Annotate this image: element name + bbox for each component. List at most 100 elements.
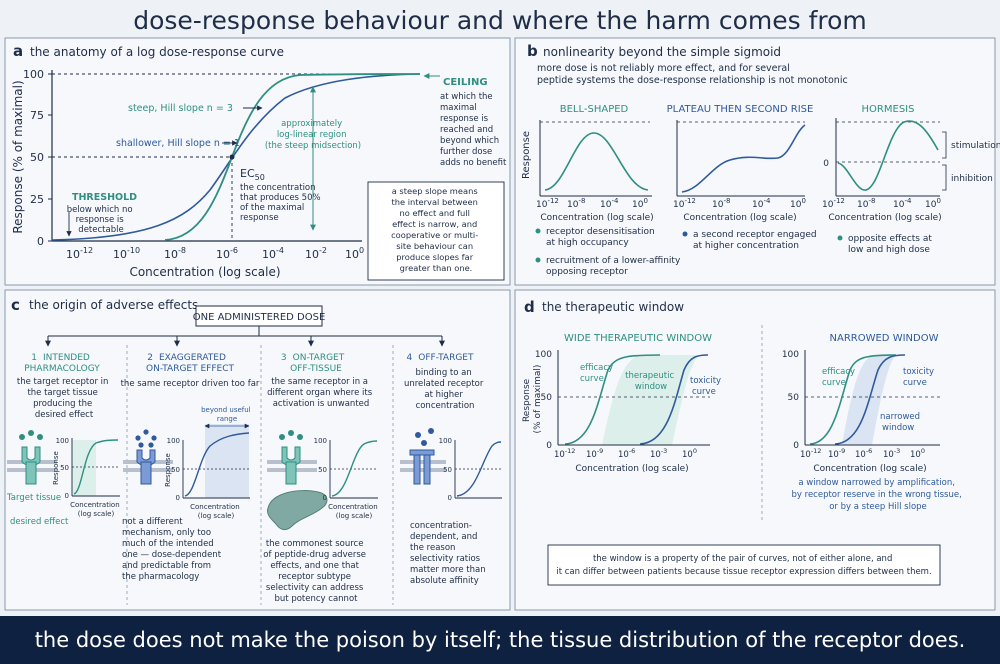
column-1-description: the target receptor in the target tissue… <box>17 377 111 420</box>
wide-window-fill <box>602 355 700 445</box>
y-tick-label: 100 <box>782 350 799 360</box>
x-tick-label: 100 <box>682 447 697 460</box>
slope-note-box <box>367 181 505 281</box>
mini-xlabel: Concentration (log scale) <box>328 503 380 520</box>
mini-chart-1: 100 50 0 Response Concentration (log sca… <box>52 437 120 518</box>
column-2-title: 2 EXAGGERATED ON-TARGET EFFECT <box>146 353 234 374</box>
dose-box-label: ONE ADMINISTERED DOSE <box>193 312 326 323</box>
ceiling-title: CEILING <box>443 77 488 88</box>
ec50-point <box>229 154 235 160</box>
mini-ytick: 0 <box>65 492 69 500</box>
hormesis-bullet-1: opposite effects at low and high dose <box>848 234 935 255</box>
wide-efficacy-curve <box>564 354 661 445</box>
panel-b-ylabel: Response <box>521 131 532 179</box>
y-tick-label: 100 <box>535 350 552 360</box>
panel-d-heading: the therapeutic window <box>542 300 684 314</box>
wide-xlabel: Concentration (log scale) <box>575 464 688 474</box>
x-tick-label: 100 <box>925 197 941 210</box>
mini-ytick: 100 <box>56 437 69 445</box>
panel-c: c the origin of adverse effects ONE ADMI… <box>6 296 502 605</box>
wide-window-title: WIDE THERAPEUTIC WINDOW <box>564 333 712 344</box>
steep-curve <box>164 73 421 241</box>
ec50-description: the concentration that produces 50% of t… <box>240 183 323 223</box>
footer-banner: the dose does not make the poison by its… <box>0 616 1000 664</box>
steep-curve-label: steep, Hill slope n = 3 <box>128 103 233 114</box>
x-tick-label: 10-9 <box>586 447 603 460</box>
plateau-bullet-1: a second receptor engaged at higher conc… <box>693 230 819 251</box>
hormesis-title: HORMESIS <box>862 104 915 115</box>
bell-chart: BELL-SHAPED 10-12 10-8 10-4 100 Concentr… <box>535 104 681 277</box>
narrow-efficacy-curve <box>809 354 897 445</box>
y-tick-label: 50 <box>30 151 44 164</box>
mini-ytick: 0 <box>176 494 180 502</box>
shallow-curve-label: shallower, Hill slope n = 1 <box>116 138 240 149</box>
y-tick-label: 50 <box>788 393 800 403</box>
plateau-chart: PLATEAU THEN SECOND RISE 10-12 10-8 10-4… <box>667 104 819 251</box>
desired-effect-label: desired effect <box>10 517 69 527</box>
mini-chart-2: beyond useful range 100 50 0 Response Co… <box>164 406 251 520</box>
narrow-efficacy-label: efficacy curve <box>822 367 858 388</box>
mini-ytick: 100 <box>314 437 327 445</box>
y-tick-label: 75 <box>30 109 44 122</box>
x-tick-label: 10-8 <box>712 197 730 210</box>
column-2-description: the same receptor driven too far <box>121 379 260 389</box>
mini-ytick: 100 <box>167 437 180 445</box>
page-title: dose-response behaviour and where the ha… <box>133 6 867 35</box>
plateau-title: PLATEAU THEN SECOND RISE <box>667 104 814 115</box>
plateau-xlabel: Concentration (log scale) <box>683 213 796 223</box>
x-tick-label: 10-10 <box>113 246 140 261</box>
column-1-title: 1 INTENDED PHARMACOLOGY <box>24 353 100 374</box>
narrow-window-chart: NARROWED WINDOW 100 50 0 10-12 10-9 10-6… <box>782 333 962 512</box>
column-4-footnote: concentration- dependent, and the reason… <box>410 521 488 586</box>
bell-title: BELL-SHAPED <box>560 104 629 115</box>
x-tick-label: 10-3 <box>883 447 900 460</box>
narrow-toxicity-label: toxicity curve <box>903 367 937 388</box>
mini-ytick: 50 <box>60 464 69 472</box>
panel-c-heading: the origin of adverse effects <box>29 298 198 312</box>
x-tick-label: 10-9 <box>828 447 845 460</box>
ec50-label: EC50 <box>240 167 265 182</box>
wide-toxicity-label: toxicity curve <box>690 376 724 397</box>
region-label: approximately log-linear region (the ste… <box>265 119 361 151</box>
y-tick-label: 100 <box>23 68 44 81</box>
panel-b: b nonlinearity beyond the simple sigmoid… <box>521 42 1000 277</box>
x-tick-label: 10-6 <box>216 246 238 261</box>
mini-ytick: 0 <box>323 494 327 502</box>
window-note-box <box>547 544 941 586</box>
receptor-icon <box>7 430 57 485</box>
x-tick-label: 10-4 <box>262 246 284 261</box>
receptor-icon <box>400 428 446 485</box>
x-tick-label: 10-8 <box>857 197 875 210</box>
wide-toxicity-curve <box>639 354 709 445</box>
mini-ytick: 50 <box>318 466 327 474</box>
narrow-window-label: narrowed window <box>880 412 923 433</box>
receptor-icon <box>267 430 317 485</box>
panel-b-letter: b <box>527 42 538 60</box>
x-tick-label: 100 <box>790 197 806 210</box>
column-3-footnote: the commonest source of peptide-drug adv… <box>263 539 368 604</box>
wide-efficacy-label: efficacy curve <box>580 363 616 384</box>
mini-chart-3: 100 50 0 Concentration (log scale) <box>314 437 380 520</box>
y-tick-label: 0 <box>546 441 552 451</box>
x-tick-label: 10-4 <box>893 197 912 210</box>
y-tick-label: 0 <box>793 441 799 451</box>
x-tick-label: 10-12 <box>800 447 821 460</box>
panel-b-frame <box>514 37 996 286</box>
threshold-description: below which no response is detectable <box>67 205 136 235</box>
mini-ytick: 50 <box>443 466 452 474</box>
x-tick-label: 10-12 <box>673 197 696 210</box>
receptor-icon <box>123 429 173 485</box>
column-exaggerated: 2 EXAGGERATED ON-TARGET EFFECT the same r… <box>121 353 260 582</box>
y-tick-label: 0 <box>37 235 44 248</box>
mini-xlabel: Concentration (log scale) <box>190 503 242 520</box>
x-tick-label: 10-6 <box>618 447 635 460</box>
column-off-target: 4 OFF-TARGET binding to an unrelated rece… <box>400 353 502 586</box>
narrow-window-title: NARROWED WINDOW <box>830 333 939 344</box>
x-tick-label: 10-12 <box>536 197 559 210</box>
panel-b-heading: nonlinearity beyond the simple sigmoid <box>543 45 781 59</box>
y-tick-label: 50 <box>541 393 553 403</box>
panel-a: a the anatomy of a log dose-response cur… <box>11 42 507 281</box>
panel-a-letter: a <box>13 42 23 60</box>
narrow-xlabel: Concentration (log scale) <box>813 464 926 474</box>
mini-ytick: 100 <box>439 437 452 445</box>
